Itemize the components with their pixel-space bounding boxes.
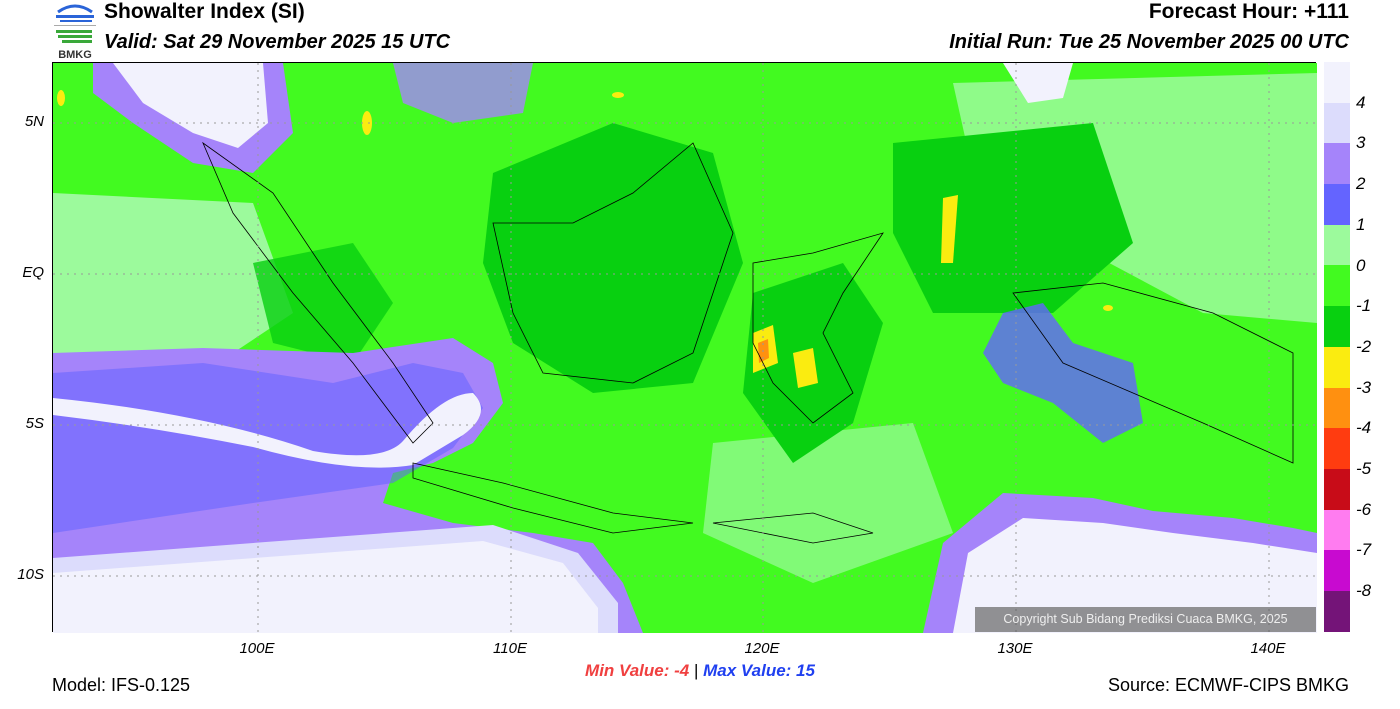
lat-label: 5S (25, 415, 44, 432)
separator: | (693, 661, 699, 680)
lat-label: 5N (24, 113, 44, 130)
colorbar-label: 3 (1356, 133, 1366, 153)
colorbar-label: -6 (1356, 499, 1372, 519)
colorbar-bin (1324, 387, 1350, 429)
lon-label: 120E (744, 640, 780, 657)
colorbar-bin (1324, 224, 1350, 266)
colorbar-bin (1324, 143, 1350, 185)
chart-title: Showalter Index (SI) (104, 0, 305, 23)
lat-label: EQ (22, 264, 44, 281)
max-value: Max Value: 15 (703, 661, 815, 680)
lon-label: 140E (1250, 640, 1286, 657)
colorbar-label: 0 (1356, 255, 1366, 275)
colorbar-label: -5 (1356, 459, 1372, 478)
colorbar-bin (1324, 265, 1350, 307)
min-max-values: Min Value: -4 | Max Value: 15 (0, 661, 1400, 681)
bmkg-logo: BMKG (52, 2, 98, 61)
colorbar-label: 4 (1356, 92, 1366, 112)
colorbar-bin (1324, 428, 1350, 469)
initial-run: Initial Run: Tue 25 November 2025 00 UTC (949, 31, 1349, 53)
showalter-index-map (52, 62, 1317, 633)
lat-label: 10S (17, 566, 44, 583)
colorbar-label: -3 (1356, 377, 1372, 397)
colorbar-bin (1324, 550, 1350, 591)
forecast-hour: Forecast Hour: +111 (1148, 0, 1349, 23)
colorbar-bin (1324, 468, 1350, 510)
colorbar-label: 2 (1356, 174, 1366, 194)
colorbar-label: 1 (1356, 214, 1366, 234)
colorbar (1324, 62, 1350, 632)
colorbar-bin (1324, 306, 1350, 347)
colorbar-bin (1324, 102, 1350, 144)
lon-label: 110E (493, 640, 527, 657)
valid-time: Valid: Sat 29 November 2025 15 UTC (104, 31, 451, 53)
copyright-notice: Copyright Sub Bidang Prediksi Cuaca BMKG… (975, 607, 1316, 632)
colorbar-label: -7 (1356, 540, 1372, 560)
colorbar-label: -4 (1356, 418, 1372, 438)
colorbar-bin (1324, 62, 1350, 103)
svg-text:BMKG: BMKG (58, 49, 92, 60)
colorbar-bin (1324, 590, 1350, 632)
colorbar-label: -2 (1356, 336, 1372, 356)
colorbar-label: -1 (1356, 296, 1372, 316)
colorbar-bin (1324, 346, 1350, 388)
colorbar-bin (1324, 509, 1350, 551)
lon-label: 100E (239, 640, 275, 657)
lon-label: 130E (997, 640, 1033, 657)
colorbar-label: -8 (1356, 581, 1372, 601)
min-value: Min Value: -4 (585, 661, 690, 680)
source-label: Source: ECMWF-CIPS BMKG (1107, 675, 1349, 695)
colorbar-bin (1324, 184, 1350, 225)
model-label: Model: IFS-0.125 (52, 675, 191, 695)
